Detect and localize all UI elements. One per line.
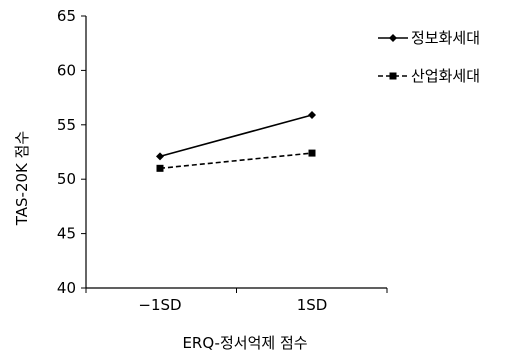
x-tick-label: −1SD bbox=[138, 296, 181, 314]
data-point bbox=[156, 164, 164, 172]
legend-marker bbox=[389, 72, 397, 80]
y-tick-label: 60 bbox=[57, 61, 76, 79]
series-2 bbox=[156, 149, 316, 172]
legend-item: 정보화세대 bbox=[378, 29, 480, 47]
ticks-layer: 40 45 50 55 60 65 −1SD 1SD bbox=[57, 7, 388, 314]
legend-label: 정보화세대 bbox=[411, 29, 480, 47]
series-layer bbox=[156, 111, 316, 172]
legend-marker bbox=[389, 34, 397, 42]
y-axis-title: TAS-20K 점수 bbox=[13, 131, 31, 227]
data-point bbox=[308, 111, 316, 120]
y-tick-label: 50 bbox=[57, 170, 76, 188]
series-line bbox=[159, 114, 313, 158]
y-tick-label: 55 bbox=[57, 116, 76, 134]
axes-layer bbox=[85, 16, 387, 289]
legend-label: 산업화세대 bbox=[411, 67, 480, 85]
data-point bbox=[156, 152, 164, 161]
series-line bbox=[159, 152, 313, 170]
legend-item: 산업화세대 bbox=[378, 67, 480, 85]
data-point bbox=[308, 149, 316, 157]
y-tick-label: 65 bbox=[57, 7, 76, 25]
series-1 bbox=[156, 111, 316, 161]
y-tick-label: 45 bbox=[57, 225, 76, 243]
y-tick-label: 40 bbox=[57, 279, 76, 297]
x-tick-label: 1SD bbox=[297, 296, 328, 314]
x-axis-title: ERQ-정서억제 점수 bbox=[182, 334, 307, 352]
